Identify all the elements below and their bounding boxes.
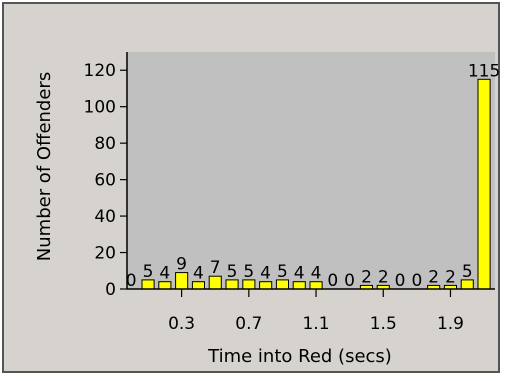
data-label-2: 4 — [159, 264, 170, 284]
y-tick-label-0: 0 — [105, 280, 116, 300]
y-tick-label-4: 80 — [94, 134, 116, 154]
plot-area — [127, 52, 495, 289]
data-label-14: 2 — [361, 267, 372, 287]
x-tick-label-2: 1.1 — [303, 314, 330, 334]
data-label-19: 2 — [445, 267, 456, 287]
data-label-12: 0 — [327, 271, 338, 291]
data-label-0: 0 — [126, 271, 137, 291]
y-tick-label-5: 100 — [84, 98, 116, 118]
data-label-20: 5 — [462, 262, 473, 282]
x-tick-label-0: 0.3 — [168, 314, 195, 334]
chart-frame: 0 5 4 9 4 7 5 5 4 5 4 4 0 0 2 2 0 0 2 2 5 115 0 20 40 60 80 100 120… — [2, 2, 500, 373]
data-label-5: 7 — [210, 258, 221, 278]
data-label-7: 5 — [243, 262, 254, 282]
data-label-10: 4 — [294, 264, 305, 284]
data-label-17: 0 — [411, 271, 422, 291]
data-label-18: 2 — [428, 267, 439, 287]
x-ticks-layer: 0.3 0.7 1.1 1.5 1.9 — [168, 289, 464, 334]
data-label-9: 5 — [277, 262, 288, 282]
x-tick-label-4: 1.9 — [437, 314, 464, 334]
y-tick-label-6: 120 — [84, 61, 116, 81]
x-tick-label-1: 0.7 — [235, 314, 262, 334]
y-ticks-layer: 0 20 40 60 80 100 120 — [84, 61, 127, 300]
bar-3 — [175, 272, 189, 290]
data-label-1: 5 — [143, 262, 154, 282]
bar-21 — [477, 78, 491, 290]
y-tick-label-3: 60 — [94, 171, 116, 191]
y-tick-label-2: 40 — [94, 207, 116, 227]
data-label-13: 0 — [344, 271, 355, 291]
data-label-8: 4 — [260, 264, 271, 284]
data-label-6: 5 — [227, 262, 238, 282]
data-label-3: 9 — [176, 255, 187, 275]
y-axis-title: Number of Offenders — [34, 72, 55, 261]
data-label-4: 4 — [193, 264, 204, 284]
data-label-15: 2 — [378, 267, 389, 287]
y-tick-label-1: 20 — [94, 244, 116, 264]
x-tick-label-3: 1.5 — [370, 314, 397, 334]
data-label-11: 4 — [311, 264, 322, 284]
data-label-16: 0 — [395, 271, 406, 291]
x-axis-title: Time into Red (secs) — [207, 346, 392, 367]
data-label-21: 115 — [468, 61, 500, 81]
